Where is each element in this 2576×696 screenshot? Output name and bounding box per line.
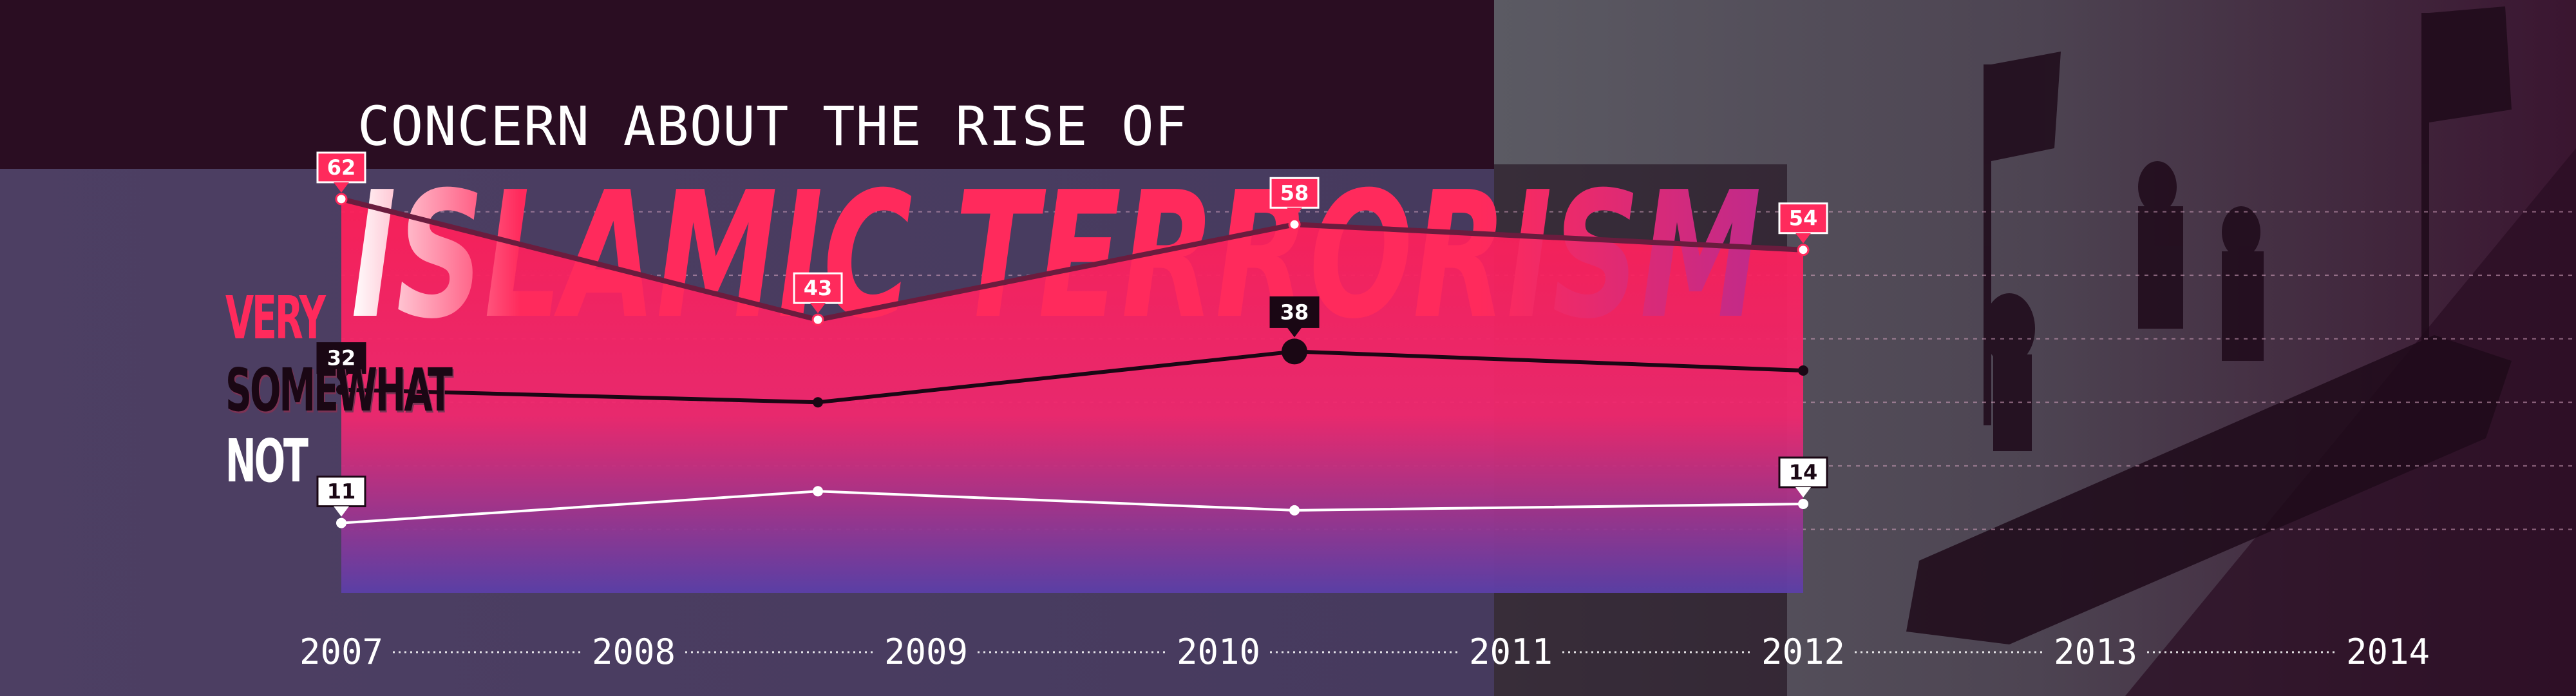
x-axis: 2007 2008 2009 2010 2011 2012 2013 2014 bbox=[299, 632, 2430, 672]
somewhat-data-label-text: 32 bbox=[327, 346, 356, 371]
x-tick-label: 2007 bbox=[299, 632, 383, 672]
not-data-label-text: 11 bbox=[327, 479, 356, 504]
not-data-label-text: 14 bbox=[1789, 460, 1818, 485]
somewhat-data-point bbox=[336, 384, 346, 395]
not-data-point bbox=[336, 517, 346, 528]
not-data-label-pointer bbox=[1795, 487, 1811, 498]
x-tick-label: 2010 bbox=[1177, 632, 1260, 672]
somewhat-data-point bbox=[1282, 338, 1308, 365]
somewhat-data-label: 32 bbox=[316, 342, 366, 383]
photo-dark-corner bbox=[1790, 148, 2576, 696]
very-data-point bbox=[1288, 218, 1301, 231]
very-data-label-text: 43 bbox=[804, 276, 833, 300]
not-data-label: 14 bbox=[1778, 456, 1828, 498]
very-data-label: 54 bbox=[1778, 202, 1828, 244]
very-data-label-pointer bbox=[810, 303, 826, 314]
very-data-label-box bbox=[793, 272, 843, 304]
not-data-point bbox=[1289, 505, 1300, 516]
very-data-point bbox=[335, 193, 348, 206]
legend-somewhat: SOMEWHAT bbox=[225, 356, 453, 425]
very-series-area bbox=[341, 198, 1803, 593]
very-data-label-pointer bbox=[1287, 208, 1303, 218]
somewhat-series-line bbox=[341, 349, 1804, 405]
chart-subtitle: ISLAMIC TERRORISM bbox=[351, 154, 1761, 357]
very-data-label-text: 58 bbox=[1280, 180, 1309, 205]
not-data-point bbox=[1798, 499, 1808, 509]
very-data-point bbox=[1797, 244, 1810, 256]
x-tick-label: 2014 bbox=[2346, 632, 2430, 672]
somewhat-data-point bbox=[1798, 365, 1808, 376]
not-data-label-pointer bbox=[334, 506, 349, 517]
not-data-label: 11 bbox=[316, 476, 366, 517]
very-data-label: 62 bbox=[316, 151, 366, 193]
very-data-point bbox=[811, 313, 824, 326]
somewhat-data-label: 38 bbox=[1269, 296, 1320, 338]
x-tick-label: 2012 bbox=[1761, 632, 1845, 672]
very-data-label: 58 bbox=[1269, 177, 1320, 218]
x-tick-label: 2011 bbox=[1469, 632, 1553, 672]
very-data-label: 43 bbox=[793, 272, 843, 314]
somewhat-data-point bbox=[813, 397, 824, 408]
x-tick-label: 2013 bbox=[2054, 632, 2137, 672]
somewhat-data-label-text: 38 bbox=[1280, 300, 1309, 324]
somewhat-data-label-box bbox=[1269, 296, 1320, 328]
very-series-line bbox=[341, 196, 1804, 323]
very-data-label-pointer bbox=[1795, 233, 1811, 244]
x-tick-label: 2009 bbox=[884, 632, 968, 672]
not-series-line bbox=[341, 490, 1804, 525]
somewhat-data-label-pointer bbox=[1287, 327, 1303, 338]
photo-silhouettes bbox=[1906, 6, 2512, 644]
data-points bbox=[335, 193, 1810, 528]
very-data-label-pointer bbox=[334, 182, 349, 193]
legend-very: VERY bbox=[225, 284, 326, 353]
very-data-label-text: 62 bbox=[327, 155, 356, 180]
very-data-label-text: 54 bbox=[1789, 206, 1818, 231]
very-data-label-box bbox=[316, 151, 366, 184]
data-labels: 62 43 58 54 32 38 11 14 bbox=[316, 151, 1828, 517]
chart-title: CONCERN ABOUT THE RISE OF bbox=[357, 95, 1188, 158]
not-data-point bbox=[813, 486, 824, 497]
somewhat-data-label-pointer bbox=[334, 372, 349, 383]
legend-not: NOT bbox=[225, 427, 308, 496]
x-tick-label: 2008 bbox=[592, 632, 676, 672]
